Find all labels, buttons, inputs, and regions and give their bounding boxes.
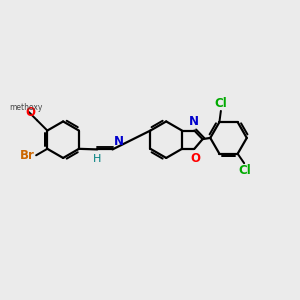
Text: O: O bbox=[190, 152, 200, 165]
Text: methoxy: methoxy bbox=[10, 103, 43, 112]
Text: Cl: Cl bbox=[214, 97, 227, 110]
Text: O: O bbox=[26, 106, 36, 119]
Text: N: N bbox=[114, 135, 124, 148]
Text: Br: Br bbox=[20, 149, 35, 162]
Text: H: H bbox=[93, 154, 101, 164]
Text: N: N bbox=[189, 115, 200, 128]
Text: Cl: Cl bbox=[238, 164, 251, 177]
